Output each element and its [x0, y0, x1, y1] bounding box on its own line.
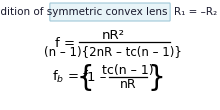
Text: 1 –: 1 – [87, 71, 106, 83]
Text: f$_b$ = f: f$_b$ = f [52, 69, 89, 85]
Text: nR²: nR² [101, 28, 125, 41]
Text: f =: f = [55, 37, 79, 50]
Text: $\{$: $\{$ [76, 61, 92, 93]
Text: nR: nR [119, 78, 136, 91]
FancyBboxPatch shape [50, 3, 170, 21]
Text: Condition of symmetric convex lens  R₁ = –R₂ = R: Condition of symmetric convex lens R₁ = … [0, 7, 220, 17]
Text: tc(n – 1): tc(n – 1) [102, 63, 154, 76]
Text: (n – 1){2nR – tc(n – 1)}: (n – 1){2nR – tc(n – 1)} [44, 46, 182, 59]
Text: $\}$: $\}$ [147, 61, 163, 93]
